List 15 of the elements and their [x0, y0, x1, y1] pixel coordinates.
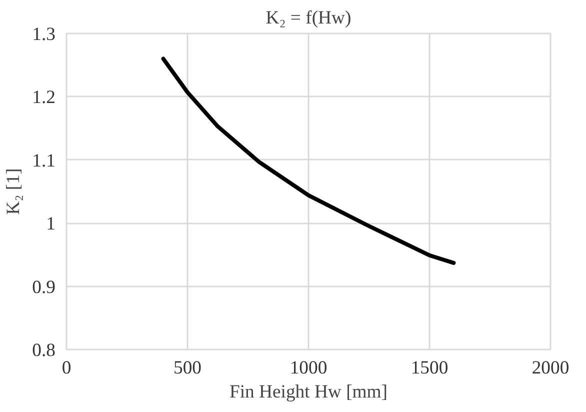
- y-tick-label: 0.9: [32, 276, 56, 298]
- chart-title: K₂ = f(Hw): [266, 8, 352, 28]
- x-tick-label: 500: [174, 358, 202, 378]
- x-tick-label: 1000: [290, 358, 328, 378]
- y-axis-title: K₂ [1]: [3, 168, 24, 215]
- x-axis-title: Fin Height Hw [mm]: [229, 382, 388, 402]
- y-tick-label: 1.1: [32, 150, 56, 172]
- x-tick-label: 2000: [532, 358, 570, 378]
- y-tick-label: 0.8: [32, 340, 56, 361]
- x-tick-label: 0: [62, 358, 72, 378]
- line-series: [161, 56, 456, 265]
- y-tick-label: 1.2: [32, 87, 56, 108]
- x-tick-label: 1500: [410, 358, 448, 378]
- y-tick-label: 1: [46, 214, 56, 235]
- y-tick-label: 1.3: [32, 24, 56, 45]
